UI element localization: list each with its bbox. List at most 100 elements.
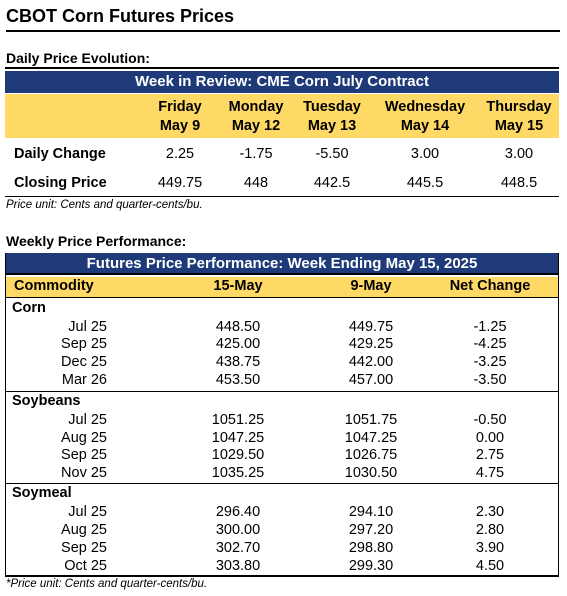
daily-header-fill <box>5 94 559 138</box>
price-change: -1.25 <box>473 319 507 335</box>
header-commodity: Commodity <box>14 278 94 294</box>
price-current: 1047.25 <box>211 430 265 446</box>
weekly-banner-rule <box>5 273 559 275</box>
weekly-header-rule <box>5 297 559 298</box>
contract-label: Jul 25 <box>68 504 107 520</box>
weekly-header-fill <box>5 277 559 297</box>
closing-price-value: 445.5 <box>406 175 444 191</box>
group-divider <box>5 391 559 392</box>
price-change: -0.50 <box>473 412 507 428</box>
price-previous: 449.75 <box>348 319 394 335</box>
day-name: Thursday <box>486 99 552 115</box>
price-previous: 1030.50 <box>344 465 398 481</box>
daily-change-value: 2.25 <box>165 146 195 162</box>
weekly-section-label: Weekly Price Performance: <box>6 233 187 249</box>
price-previous: 457.00 <box>348 372 394 388</box>
daily-change-value: -5.50 <box>315 146 349 162</box>
price-current: 1035.25 <box>211 465 265 481</box>
contract-label: Dec 25 <box>61 354 107 370</box>
price-current: 453.50 <box>215 372 261 388</box>
day-date: May 14 <box>400 118 450 134</box>
group-soymeal: Soymeal <box>12 485 72 501</box>
contract-label: Jul 25 <box>68 412 107 428</box>
group-divider <box>5 483 559 484</box>
daily-banner-text: Week in Review: CME Corn July Contract <box>135 73 429 90</box>
price-previous: 1051.75 <box>344 412 398 428</box>
page-title: CBOT Corn Futures Prices <box>6 6 235 26</box>
closing-price-label: Closing Price <box>14 175 107 191</box>
contract-label: Sep 25 <box>61 540 107 556</box>
day-header-2: Monday May 12 <box>216 98 296 136</box>
contract-label: Sep 25 <box>61 447 107 463</box>
day-name: Friday <box>158 99 202 115</box>
price-previous: 297.20 <box>348 522 394 538</box>
price-current: 438.75 <box>215 354 261 370</box>
price-previous: 1026.75 <box>344 447 398 463</box>
closing-price-value: 448.5 <box>500 175 538 191</box>
header-net-change: Net Change <box>449 278 531 294</box>
price-previous: 1047.25 <box>344 430 398 446</box>
daily-top-rule <box>5 67 559 69</box>
price-current: 1029.50 <box>211 447 265 463</box>
price-current: 300.00 <box>215 522 261 538</box>
daily-change-label: Daily Change <box>14 146 106 162</box>
day-date: May 9 <box>159 118 201 134</box>
daily-section-label: Daily Price Evolution: <box>6 50 150 66</box>
day-header-3: Tuesday May 13 <box>292 98 372 136</box>
group-soybeans: Soybeans <box>12 393 81 409</box>
day-header-5: Thursday May 15 <box>479 98 559 136</box>
price-current: 448.50 <box>215 319 261 335</box>
contract-label: Sep 25 <box>61 336 107 352</box>
daily-banner: Week in Review: CME Corn July Contract <box>5 71 559 93</box>
day-header-1: Friday May 9 <box>140 98 220 136</box>
weekly-banner-text: Futures Price Performance: Week Ending M… <box>86 255 478 272</box>
price-current: 425.00 <box>215 336 261 352</box>
price-change: 3.90 <box>475 540 505 556</box>
day-date: May 12 <box>231 118 281 134</box>
closing-price-value: 442.5 <box>313 175 351 191</box>
weekly-bottom-rule <box>5 575 559 577</box>
contract-label: Jul 25 <box>68 319 107 335</box>
price-current: 1051.25 <box>211 412 265 428</box>
price-current: 303.80 <box>215 558 261 574</box>
daily-price-note: Price unit: Cents and quarter-cents/bu. <box>6 199 203 211</box>
price-current: 302.70 <box>215 540 261 556</box>
price-previous: 429.25 <box>348 336 394 352</box>
weekly-price-note: *Price unit: Cents and quarter-cents/bu. <box>6 578 208 590</box>
daily-change-value: 3.00 <box>504 146 534 162</box>
weekly-banner: Futures Price Performance: Week Ending M… <box>5 253 559 275</box>
group-corn: Corn <box>12 300 46 316</box>
closing-price-value: 448 <box>243 175 269 191</box>
day-header-4: Wednesday May 14 <box>375 98 475 136</box>
header-previous-date: 9-May <box>350 278 392 294</box>
price-change: 2.80 <box>475 522 505 538</box>
day-name: Wednesday <box>384 99 466 115</box>
contract-label: Nov 25 <box>61 465 107 481</box>
price-change: 2.30 <box>475 504 505 520</box>
contract-label: Aug 25 <box>61 430 107 446</box>
contract-label: Mar 26 <box>61 372 107 388</box>
price-previous: 299.30 <box>348 558 394 574</box>
price-change: 0.00 <box>475 430 505 446</box>
table-left-border <box>5 253 6 577</box>
price-previous: 298.80 <box>348 540 394 556</box>
day-name: Monday <box>228 99 284 115</box>
contract-label: Oct 25 <box>64 558 107 574</box>
price-change: 4.75 <box>475 465 505 481</box>
daily-change-value: -1.75 <box>239 146 273 162</box>
price-change: 4.50 <box>475 558 505 574</box>
price-previous: 294.10 <box>348 504 394 520</box>
daily-change-value: 3.00 <box>410 146 440 162</box>
price-change: -4.25 <box>473 336 507 352</box>
price-change: -3.50 <box>473 372 507 388</box>
title-divider <box>6 30 560 32</box>
price-change: 2.75 <box>475 447 505 463</box>
day-date: May 15 <box>494 118 544 134</box>
price-change: -3.25 <box>473 354 507 370</box>
day-name: Tuesday <box>303 99 361 115</box>
daily-bottom-rule <box>5 196 559 197</box>
price-previous: 442.00 <box>348 354 394 370</box>
contract-label: Aug 25 <box>61 522 107 538</box>
price-current: 296.40 <box>215 504 261 520</box>
header-current-date: 15-May <box>213 278 263 294</box>
